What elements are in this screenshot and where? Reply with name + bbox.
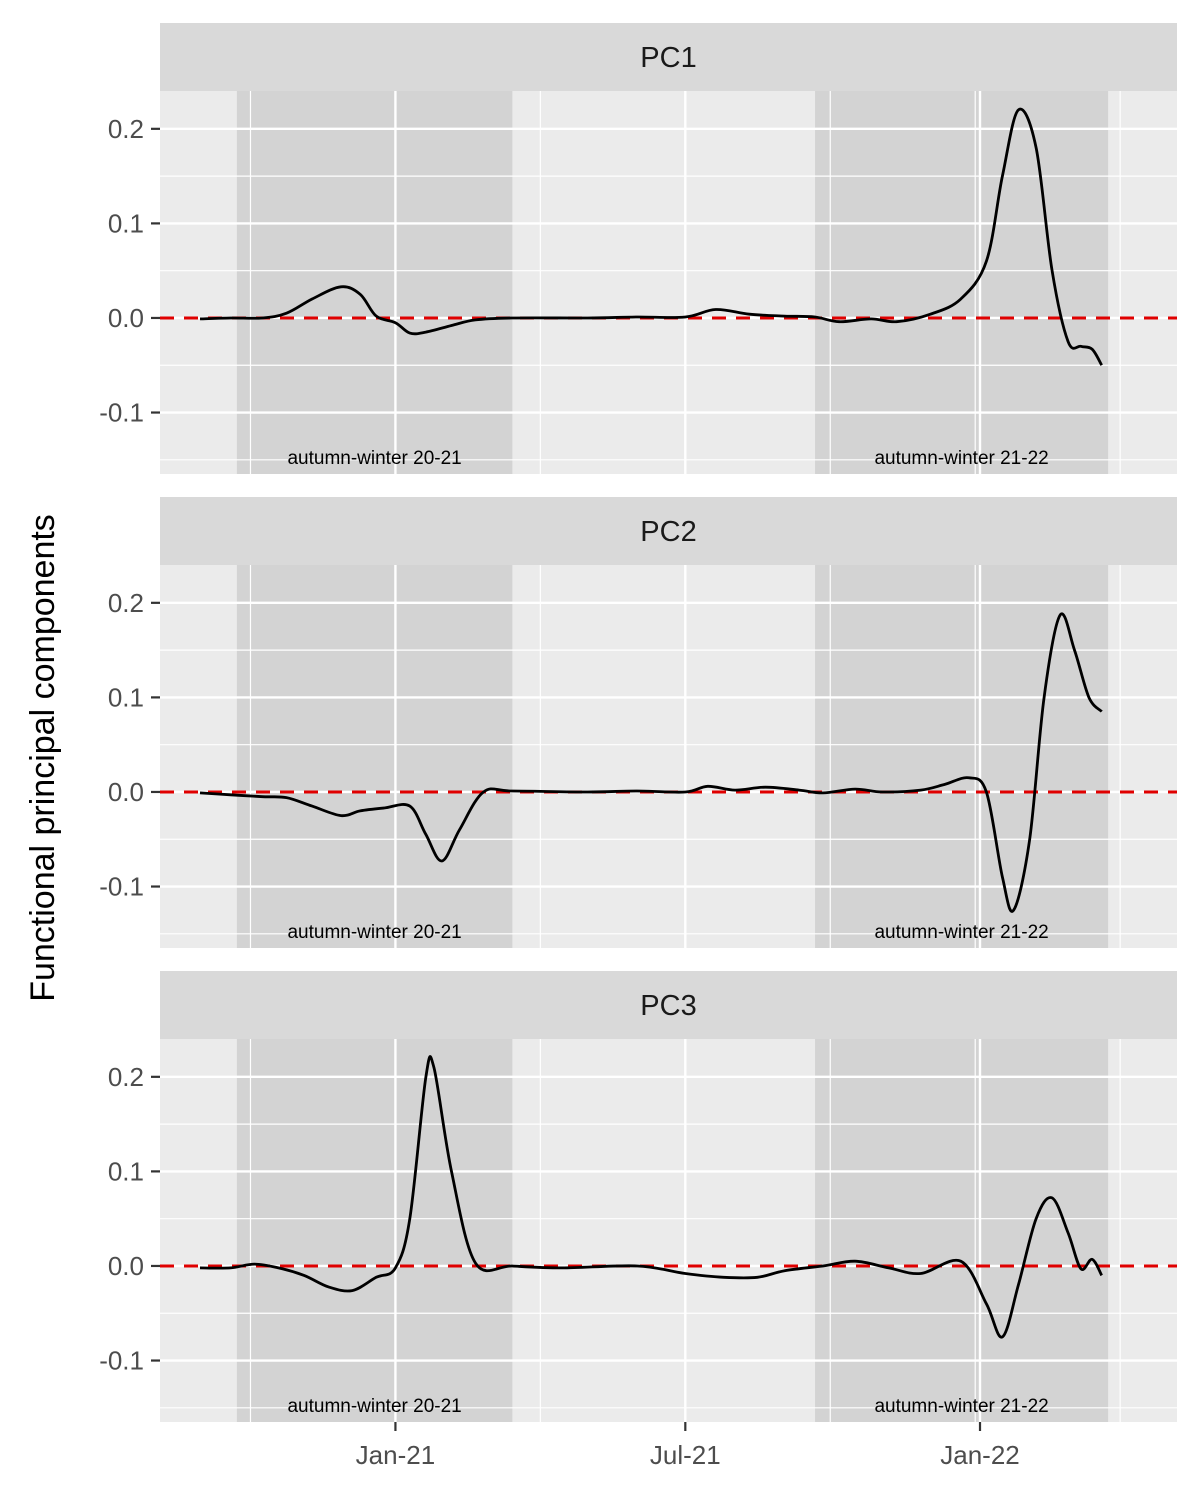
shaded-period-2 [815, 1039, 1109, 1422]
y-tick-label: 0.2 [108, 1062, 144, 1092]
y-tick-label: 0.2 [108, 588, 144, 618]
y-tick-label: 0.2 [108, 114, 144, 144]
facet-strip [160, 497, 1177, 565]
facet-strip [160, 971, 1177, 1039]
shaded-period-2 [815, 91, 1109, 474]
y-tick-label: 0.1 [108, 682, 144, 712]
panel-pc2: PC2 -0.1 0.0 0.1 0.2 autumn-winter 20-21 autum… [99, 497, 1177, 948]
facet-title: PC3 [640, 990, 696, 1022]
shaded-period-label: autumn-winter 20-21 [287, 1396, 461, 1417]
x-tick-label: Jan-21 [356, 1440, 436, 1470]
shaded-period-2 [815, 565, 1109, 948]
panel-pc3: PC3 -0.1 0.0 0.1 0.2 autumn-winter 20-21 autum… [99, 971, 1177, 1422]
shaded-period-1 [236, 1039, 513, 1422]
x-tick-label: Jan-22 [940, 1440, 1020, 1470]
shaded-period-label: autumn-winter 21-22 [874, 448, 1048, 469]
y-tick-label: 0.0 [108, 303, 144, 333]
x-tick-label: Jul-21 [650, 1440, 721, 1470]
y-tick-label: -0.1 [99, 872, 144, 902]
facet-strip [160, 23, 1177, 91]
facet-title: PC1 [640, 42, 696, 74]
y-tick-label: 0.1 [108, 1156, 144, 1186]
shaded-period-label: autumn-winter 20-21 [287, 448, 461, 469]
panel-pc1: PC1 -0.1 0.0 0.1 0.2 autumn-winter 20-21 autum… [99, 23, 1177, 474]
y-tick-label: 0.0 [108, 1251, 144, 1281]
shaded-period-1 [236, 565, 513, 948]
x-axis: Jan-21 Jul-21 Jan-22 [356, 1422, 1020, 1470]
series-line-pc1 [199, 107, 1103, 366]
shaded-period-label: autumn-winter 21-22 [874, 1396, 1048, 1417]
y-tick-label: -0.1 [99, 398, 144, 428]
facet-title: PC2 [640, 516, 696, 548]
y-tick-label: 0.1 [108, 208, 144, 238]
gridlines [160, 91, 1177, 474]
shaded-period-label: autumn-winter 20-21 [287, 922, 461, 943]
series-line-pc2 [199, 612, 1103, 913]
shaded-period-label: autumn-winter 21-22 [874, 922, 1048, 943]
y-axis-title: Functional principal components [24, 514, 62, 1002]
series-line-pc3 [199, 1055, 1103, 1339]
y-tick-label: -0.1 [99, 1346, 144, 1376]
shaded-period-1 [236, 91, 513, 474]
gridlines [160, 1039, 1177, 1422]
y-tick-label: 0.0 [108, 777, 144, 807]
facet-panels: PC1 -0.1 0.0 0.1 0.2 autumn-winter 20-21 autum… [99, 23, 1177, 1422]
